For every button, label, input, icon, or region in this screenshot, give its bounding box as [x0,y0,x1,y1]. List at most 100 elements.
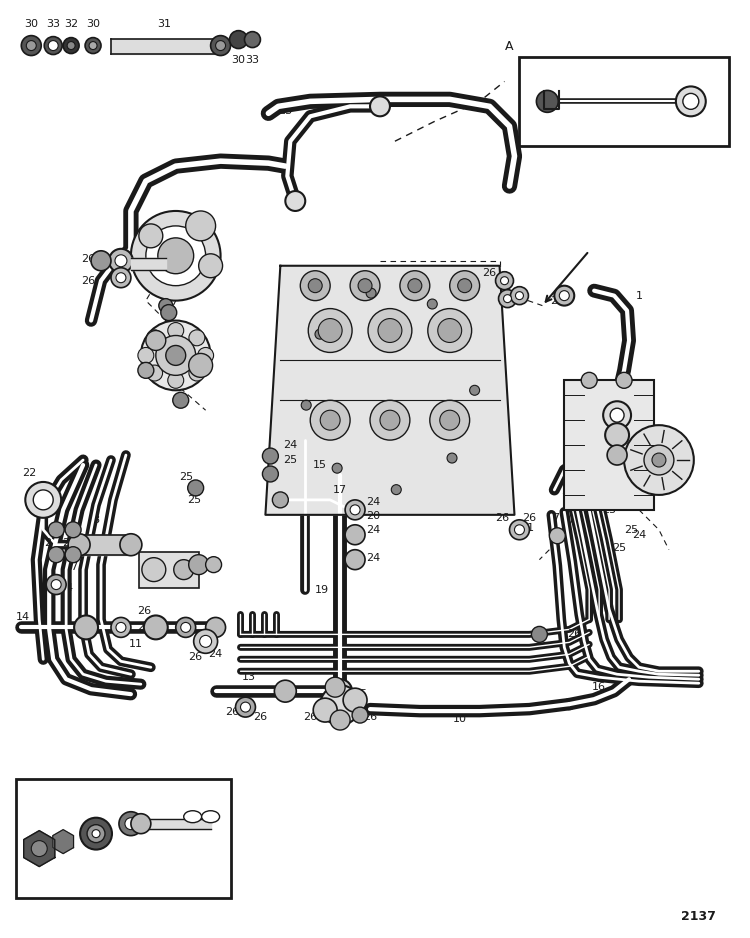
Text: 26: 26 [592,395,606,405]
Text: 26: 26 [44,582,58,593]
Circle shape [125,818,137,829]
Text: 26: 26 [572,445,586,455]
Circle shape [111,267,131,288]
Polygon shape [53,829,74,854]
Text: 26: 26 [254,712,268,722]
Circle shape [186,211,215,241]
Text: 30: 30 [232,54,245,65]
Text: 18: 18 [69,811,83,822]
Circle shape [262,466,278,482]
Circle shape [262,448,278,464]
Text: 5: 5 [710,76,717,86]
Circle shape [554,286,574,306]
Text: 31: 31 [157,19,171,29]
Text: 26: 26 [136,623,151,632]
Circle shape [308,309,352,353]
Text: 20: 20 [366,511,380,521]
Circle shape [350,271,380,300]
Circle shape [199,254,223,278]
Text: 11: 11 [129,640,143,649]
Circle shape [144,615,168,640]
Circle shape [176,617,196,638]
Circle shape [189,354,212,377]
Circle shape [44,37,62,54]
Circle shape [345,524,365,545]
FancyBboxPatch shape [139,552,199,587]
Circle shape [116,623,126,632]
Circle shape [603,401,631,430]
Ellipse shape [184,810,202,823]
Circle shape [310,401,350,440]
Text: 25: 25 [582,485,596,495]
Text: 26: 26 [226,707,239,717]
Text: 25: 25 [353,689,367,699]
Circle shape [189,365,205,381]
Circle shape [652,453,666,467]
Circle shape [131,211,220,300]
Circle shape [168,372,184,388]
Circle shape [438,319,462,342]
Text: 25: 25 [602,505,616,515]
Circle shape [366,288,376,298]
Circle shape [332,463,342,473]
Circle shape [26,482,62,518]
Circle shape [370,401,410,440]
Text: 19: 19 [315,584,329,595]
Circle shape [515,292,523,299]
Text: 32: 32 [64,19,78,29]
Text: 33: 33 [245,54,260,65]
Polygon shape [24,831,55,867]
Circle shape [68,534,90,555]
Text: 26: 26 [496,513,509,522]
Circle shape [509,520,530,539]
Circle shape [141,321,211,390]
Circle shape [676,86,706,116]
Circle shape [174,560,194,580]
Circle shape [158,238,194,274]
Circle shape [345,500,365,520]
Text: 4: 4 [48,560,55,569]
Circle shape [511,287,529,305]
Circle shape [536,90,558,113]
Circle shape [63,38,79,53]
Circle shape [300,271,330,300]
Text: 26: 26 [567,629,581,640]
Circle shape [427,299,437,309]
Text: 26: 26 [550,295,565,306]
Circle shape [328,679,352,704]
Circle shape [358,279,372,293]
Circle shape [91,250,111,271]
Text: 26: 26 [136,607,151,616]
Circle shape [80,818,112,850]
Circle shape [48,522,64,537]
Circle shape [198,347,214,363]
Text: 26: 26 [303,712,317,722]
Circle shape [146,226,206,286]
Circle shape [318,319,342,342]
Text: 24: 24 [366,524,380,535]
Circle shape [274,680,296,703]
Circle shape [608,446,627,465]
Circle shape [644,446,674,475]
Circle shape [119,811,142,836]
Circle shape [236,697,256,717]
Circle shape [430,401,470,440]
Text: 33: 33 [46,19,60,29]
Circle shape [92,829,100,838]
FancyBboxPatch shape [16,779,230,899]
Circle shape [172,392,189,408]
Circle shape [503,295,512,303]
Text: 27: 27 [44,537,58,548]
Text: 24: 24 [366,497,380,507]
Text: 17: 17 [333,485,347,495]
Circle shape [302,401,311,410]
Circle shape [560,291,569,300]
Circle shape [549,528,566,544]
Circle shape [370,97,390,116]
Circle shape [32,840,47,856]
Circle shape [308,279,322,293]
Circle shape [330,710,350,730]
Circle shape [470,386,479,395]
Text: 27: 27 [62,537,76,548]
Text: 30: 30 [86,19,100,29]
